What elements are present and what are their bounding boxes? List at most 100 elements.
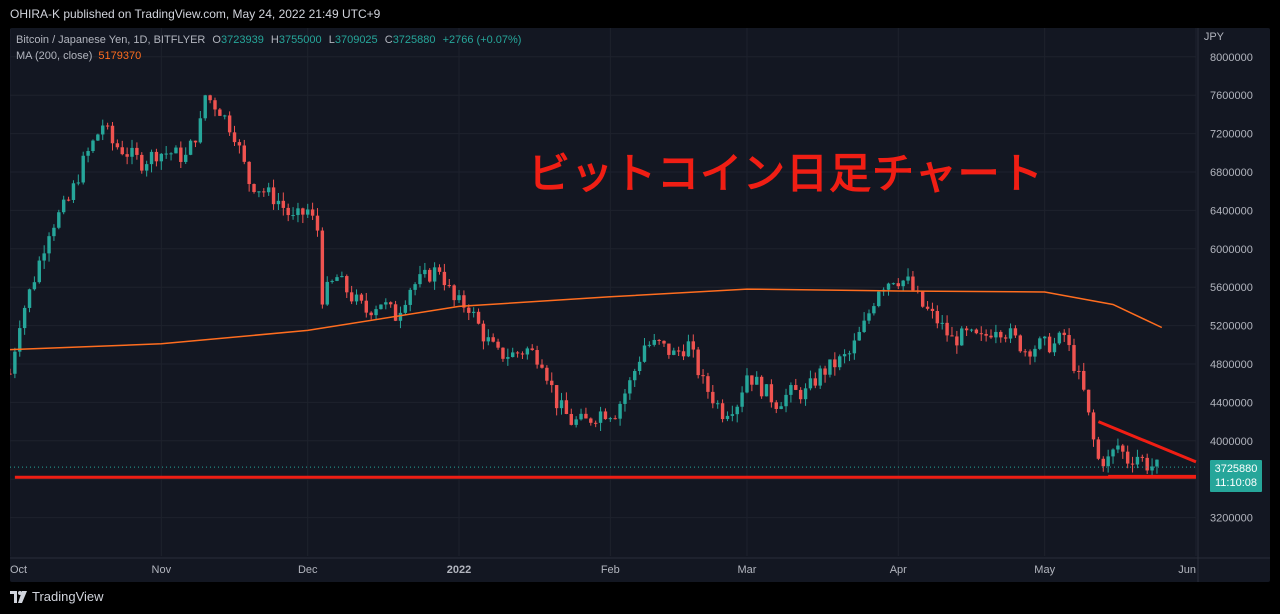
candle <box>740 386 744 413</box>
candle <box>540 359 544 369</box>
candle <box>315 208 320 237</box>
candle-body <box>652 339 656 345</box>
y-tick-label: 4400000 <box>1210 397 1253 409</box>
candle-body <box>266 187 271 193</box>
candle-body <box>223 115 227 117</box>
tradingview-brand: TradingView <box>32 589 104 604</box>
candle <box>706 372 710 399</box>
footer: TradingView <box>0 582 1280 614</box>
candle <box>823 365 827 383</box>
candle-body <box>71 183 76 200</box>
candle-body <box>579 413 583 420</box>
candle-body <box>735 406 739 415</box>
candle-body <box>730 414 735 416</box>
ma-label[interactable]: MA (200, close) <box>16 50 93 62</box>
candle <box>428 268 432 283</box>
candle-body <box>208 95 212 101</box>
candle <box>101 119 105 141</box>
candle-body <box>862 320 866 332</box>
candle-body <box>325 281 329 305</box>
candle <box>286 203 290 222</box>
candle-body <box>349 292 354 302</box>
candle-body <box>384 302 388 305</box>
candle-body <box>964 328 969 331</box>
candle <box>637 356 642 375</box>
candle-body <box>745 375 749 393</box>
chart-pane[interactable]: 3200000360000040000004400000480000052000… <box>10 28 1270 582</box>
candle-body <box>140 154 144 171</box>
candle <box>296 202 300 223</box>
symbol-name[interactable]: Bitcoin / Japanese Yen, 1D, BITFLYER <box>16 34 206 46</box>
candle-body <box>506 357 510 359</box>
candle <box>1101 456 1105 472</box>
candle-body <box>286 207 290 216</box>
candle <box>701 369 705 384</box>
candle <box>545 365 549 385</box>
x-tick-label: Nov <box>152 564 172 576</box>
candle <box>179 141 183 168</box>
candle-body <box>242 145 246 162</box>
candle <box>930 302 935 319</box>
ma-legend: MA (200, close) 5179370 <box>16 50 141 62</box>
candle <box>330 279 334 284</box>
candle-body <box>750 375 754 385</box>
candle-body <box>296 208 300 216</box>
candle <box>589 417 593 426</box>
candle-body <box>515 352 520 354</box>
candle-body <box>945 322 949 336</box>
candle <box>979 326 983 341</box>
candle <box>662 340 666 347</box>
candle <box>774 400 778 414</box>
x-tick-label: Dec <box>298 564 318 576</box>
candle-body <box>838 356 842 368</box>
close-label: C <box>384 34 393 46</box>
candle <box>1072 338 1076 374</box>
candle-body <box>608 418 613 420</box>
candle <box>252 183 256 194</box>
candle <box>37 256 41 284</box>
candle <box>1155 459 1159 474</box>
candle <box>481 320 486 350</box>
candle-body <box>999 331 1003 338</box>
candle <box>764 384 769 397</box>
candle-body <box>315 215 320 231</box>
candle <box>306 203 310 219</box>
candle-body <box>47 236 51 254</box>
candle <box>613 415 617 420</box>
change-value: +2766 (+0.07%) <box>442 34 522 46</box>
candle-body <box>554 385 559 409</box>
candle-body <box>310 209 315 216</box>
candle <box>413 282 417 296</box>
candle-body <box>291 215 295 217</box>
chart-overlay-title: ビットコイン日足チャート <box>528 149 1044 198</box>
candles <box>10 94 1159 477</box>
candle <box>57 209 61 230</box>
candle <box>579 408 583 421</box>
candle-body <box>930 308 935 312</box>
candle <box>842 349 847 364</box>
candle-body <box>22 307 27 329</box>
candle <box>10 368 12 375</box>
chart-canvas[interactable]: 3200000360000040000004400000480000052000… <box>10 28 1270 582</box>
candle-body <box>520 353 525 355</box>
candle <box>227 111 232 136</box>
candle-body <box>715 403 720 405</box>
candle <box>852 333 857 360</box>
candle-body <box>755 376 759 385</box>
candle-body <box>974 329 979 334</box>
candle-body <box>706 376 710 392</box>
candle-body <box>61 199 66 213</box>
candle <box>66 196 71 202</box>
candle <box>349 285 354 305</box>
candle-body <box>901 280 905 287</box>
candle <box>1042 335 1047 346</box>
candle <box>325 276 329 306</box>
x-tick-label: Apr <box>890 564 907 576</box>
candle-body <box>32 282 37 290</box>
candle-body <box>1101 458 1105 467</box>
candle-body <box>174 147 178 154</box>
candle <box>901 279 905 292</box>
candle <box>1125 445 1130 469</box>
candle-body <box>564 400 569 414</box>
candle-body <box>10 373 12 375</box>
